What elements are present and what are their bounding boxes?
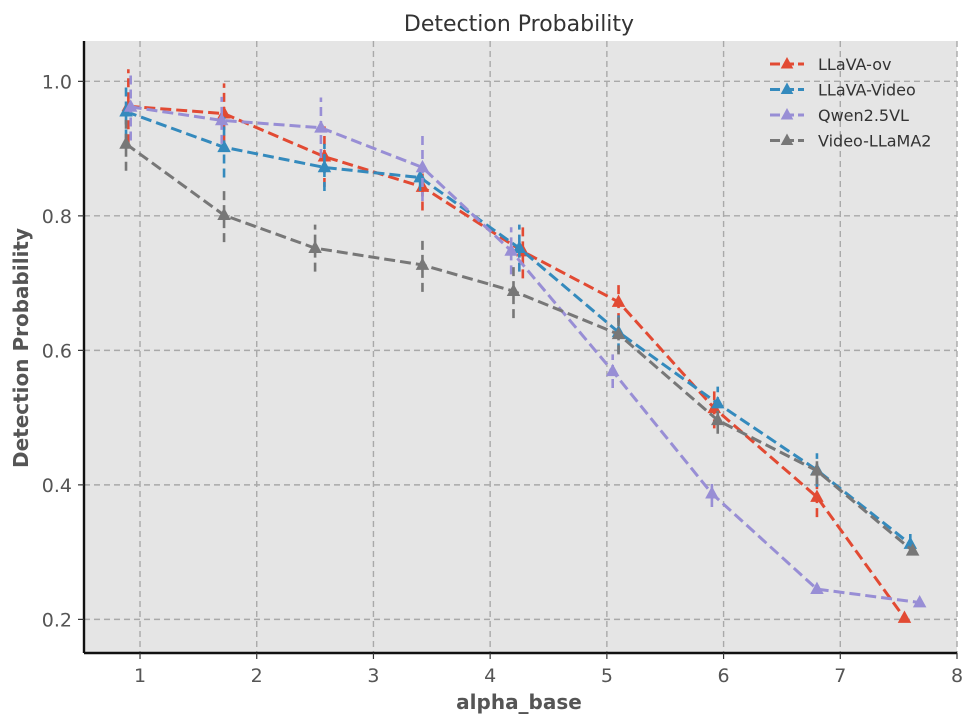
data-point xyxy=(214,112,229,126)
x-tick-label: 7 xyxy=(834,665,846,687)
data-point xyxy=(710,395,725,409)
data-point xyxy=(810,581,824,594)
y-tick-label: 0.2 xyxy=(42,609,72,631)
data-point xyxy=(810,489,824,502)
data-point xyxy=(611,294,626,307)
series-video-llama2 xyxy=(119,116,920,556)
data-point xyxy=(314,120,328,133)
data-point xyxy=(611,326,626,340)
legend-label: Video-LLaMA2 xyxy=(818,132,931,151)
legend-item-llava-ov: LLaVA-ov xyxy=(770,55,891,74)
data-point xyxy=(504,243,518,256)
plot-area xyxy=(84,41,957,653)
data-point xyxy=(605,363,620,377)
legend-marker xyxy=(780,82,794,95)
data-point xyxy=(705,486,719,499)
x-tick-label: 6 xyxy=(718,665,730,687)
data-point xyxy=(810,463,824,476)
data-point xyxy=(512,240,527,254)
data-point xyxy=(308,240,322,254)
legend-item-qwen2-5vl: Qwen2.5VL xyxy=(770,106,909,125)
series-line xyxy=(128,104,906,619)
y-axis-label: Detection Probability xyxy=(9,228,33,468)
y-tick-label: 0.6 xyxy=(42,340,72,362)
x-tick-label: 3 xyxy=(367,665,379,687)
legend-item-video-llama2: Video-LLaMA2 xyxy=(770,132,931,151)
x-tick-label: 4 xyxy=(484,665,496,687)
data-point xyxy=(415,257,430,270)
data-point xyxy=(710,412,725,426)
series-qwen2-5vl xyxy=(123,73,927,608)
legend: LLaVA-ov LLaVA-Video Qwen2.5VL Video-LLaMA2 xyxy=(770,55,931,151)
grid xyxy=(84,41,958,653)
data-point xyxy=(217,139,231,153)
x-tick-label: 2 xyxy=(251,665,263,687)
legend-marker xyxy=(780,108,794,120)
data-point xyxy=(912,595,927,608)
x-tick-label: 8 xyxy=(951,665,963,687)
data-point xyxy=(905,543,920,556)
x-axis-label: alpha_base xyxy=(456,690,582,714)
data-point xyxy=(123,99,138,112)
data-point xyxy=(119,136,133,149)
series-group xyxy=(119,69,927,623)
x-tick-label: 5 xyxy=(601,665,613,687)
data-point xyxy=(506,283,521,297)
data-point xyxy=(317,159,332,173)
legend-label: LLaVA-ov xyxy=(818,55,891,74)
y-tick-label: 0.8 xyxy=(42,206,72,228)
axes xyxy=(82,41,957,655)
ticks: 1 2 3 4 5 6 7 8 0.2 0.4 0.6 0.8 1.0 xyxy=(42,71,963,687)
data-point xyxy=(415,159,430,173)
y-tick-label: 1.0 xyxy=(42,71,72,93)
x-tick-label: 1 xyxy=(134,665,146,687)
legend-marker xyxy=(780,133,794,146)
legend-item-llava-video: LLaVA-Video xyxy=(770,81,916,100)
data-point xyxy=(897,610,912,623)
y-tick-label: 0.4 xyxy=(42,475,72,497)
legend-label: Qwen2.5VL xyxy=(818,106,909,125)
chart-title: Detection Probability xyxy=(404,12,634,37)
legend-marker xyxy=(780,57,794,69)
data-point xyxy=(217,207,231,221)
legend-label: LLaVA-Video xyxy=(818,81,916,100)
